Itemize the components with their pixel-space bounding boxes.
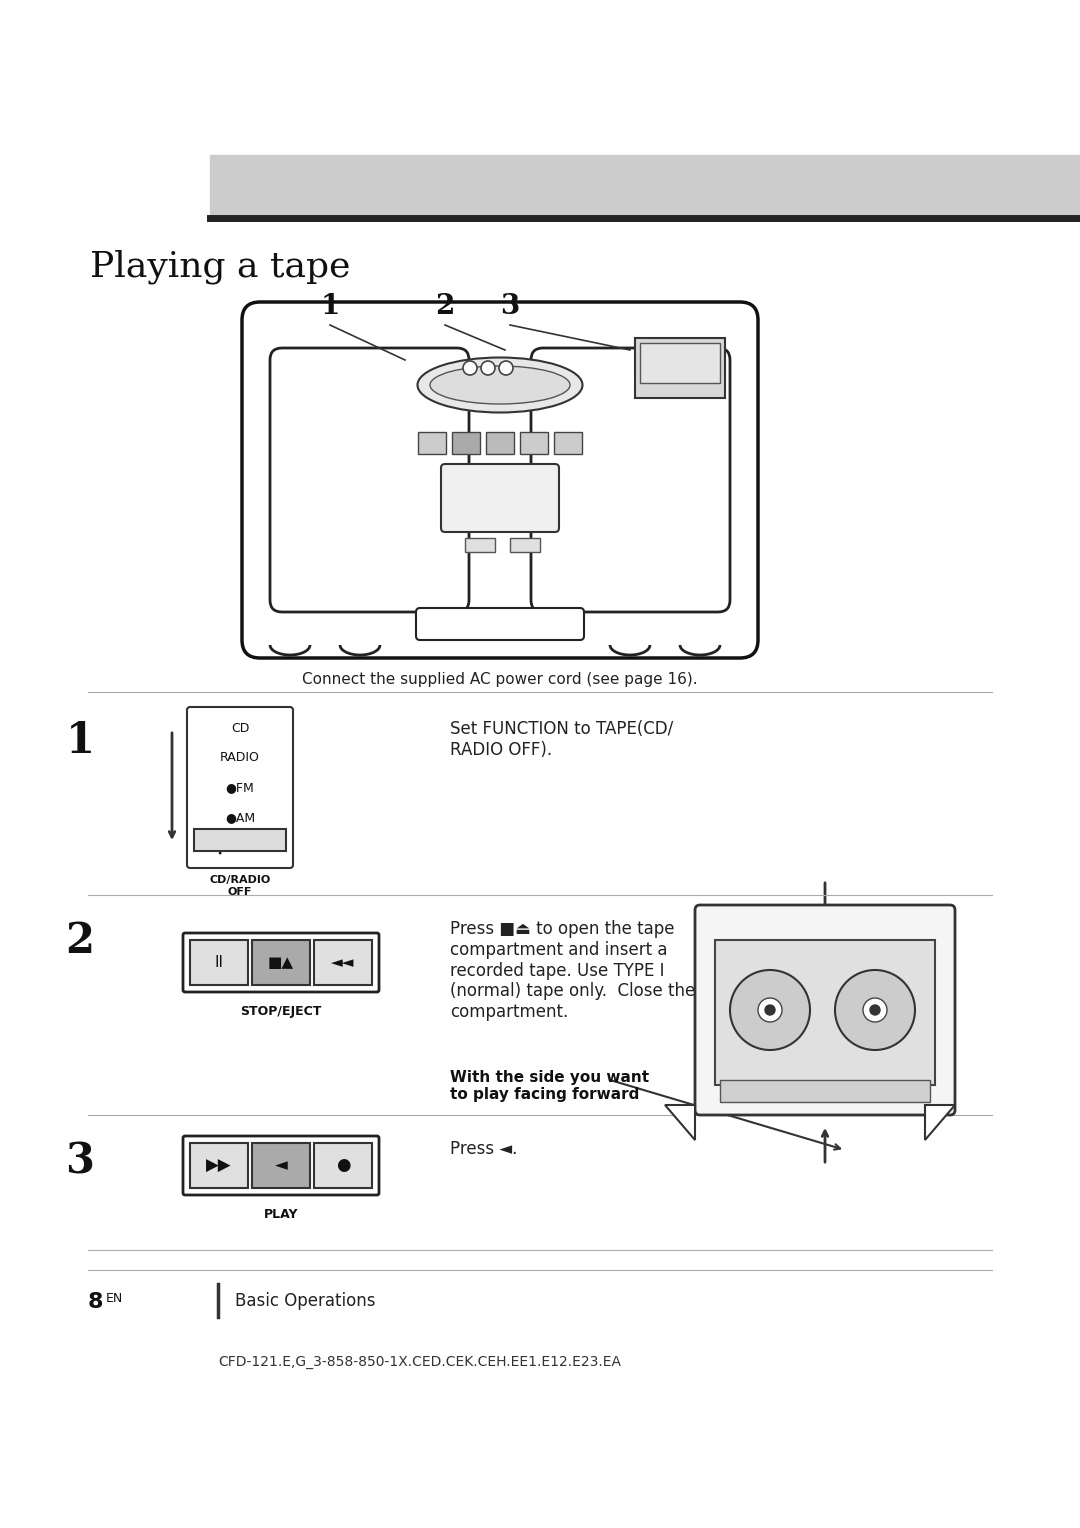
Circle shape xyxy=(499,361,513,374)
Text: CFD-121.E,G_3-858-850-1X.CED.CEK.CEH.EE1.E12.E23.EA: CFD-121.E,G_3-858-850-1X.CED.CEK.CEH.EE1… xyxy=(218,1355,621,1369)
Text: Press ■⏏ to open the tape
compartment and insert a
recorded tape. Use TYPE I
(no: Press ■⏏ to open the tape compartment an… xyxy=(450,920,696,1021)
FancyBboxPatch shape xyxy=(242,303,758,659)
Text: CD/RADIO
OFF: CD/RADIO OFF xyxy=(210,876,271,897)
Text: Playing a tape: Playing a tape xyxy=(90,251,351,284)
Text: ▎TAPE: ▎TAPE xyxy=(218,840,262,854)
Bar xyxy=(190,1143,248,1187)
Text: 1: 1 xyxy=(66,720,95,762)
Text: 8: 8 xyxy=(87,1293,104,1313)
Circle shape xyxy=(730,970,810,1050)
Text: ▶▶: ▶▶ xyxy=(206,1157,232,1175)
Text: CD: CD xyxy=(231,721,249,735)
Bar xyxy=(510,538,540,552)
Text: ◄: ◄ xyxy=(274,1157,287,1175)
Text: 3: 3 xyxy=(500,293,519,319)
Bar xyxy=(465,538,495,552)
Text: Set FUNCTION to TAPE(CD/
RADIO OFF).: Set FUNCTION to TAPE(CD/ RADIO OFF). xyxy=(450,720,673,759)
Bar xyxy=(314,940,372,986)
Text: With the side you want
to play facing forward: With the side you want to play facing fo… xyxy=(450,1070,649,1102)
FancyBboxPatch shape xyxy=(187,707,293,868)
Bar xyxy=(252,1143,310,1187)
Circle shape xyxy=(481,361,495,374)
Bar xyxy=(554,432,582,454)
Text: Connect the supplied AC power cord (see page 16).: Connect the supplied AC power cord (see … xyxy=(302,672,698,688)
Bar xyxy=(252,940,310,986)
Text: II: II xyxy=(215,955,224,970)
Bar xyxy=(519,432,548,454)
Text: ■▲: ■▲ xyxy=(268,955,294,970)
Circle shape xyxy=(765,1005,775,1015)
Circle shape xyxy=(463,361,477,374)
Ellipse shape xyxy=(418,358,582,413)
FancyBboxPatch shape xyxy=(416,608,584,640)
Bar xyxy=(314,1143,372,1187)
Text: 3: 3 xyxy=(66,1140,94,1183)
Text: 2: 2 xyxy=(435,293,455,319)
Bar xyxy=(635,338,725,397)
Circle shape xyxy=(758,998,782,1022)
Bar xyxy=(486,432,514,454)
Text: ●AM: ●AM xyxy=(225,811,255,824)
Bar xyxy=(453,432,480,454)
Polygon shape xyxy=(665,1105,696,1140)
Text: Basic Operations: Basic Operations xyxy=(235,1293,376,1309)
FancyBboxPatch shape xyxy=(270,348,469,613)
Text: PLAY: PLAY xyxy=(264,1209,298,1221)
Text: 2: 2 xyxy=(66,920,95,963)
Text: 1: 1 xyxy=(321,293,340,319)
FancyBboxPatch shape xyxy=(696,905,955,1115)
Bar xyxy=(418,432,446,454)
Circle shape xyxy=(835,970,915,1050)
Bar xyxy=(720,1080,930,1102)
Bar xyxy=(190,940,248,986)
Circle shape xyxy=(863,998,887,1022)
Text: STOP/EJECT: STOP/EJECT xyxy=(241,1005,322,1018)
Bar xyxy=(715,940,935,1085)
FancyBboxPatch shape xyxy=(531,348,730,613)
Circle shape xyxy=(870,1005,880,1015)
Ellipse shape xyxy=(430,367,570,403)
Text: ●: ● xyxy=(336,1157,350,1175)
Bar xyxy=(194,830,286,851)
Polygon shape xyxy=(924,1105,955,1140)
Text: EN: EN xyxy=(106,1293,123,1305)
Text: ●FM: ●FM xyxy=(226,781,255,795)
Text: RADIO: RADIO xyxy=(220,752,260,764)
Bar xyxy=(210,154,1080,220)
FancyBboxPatch shape xyxy=(441,465,559,532)
Text: Press ◄.: Press ◄. xyxy=(450,1140,517,1158)
Bar xyxy=(640,342,720,384)
Text: ◄◄: ◄◄ xyxy=(332,955,354,970)
